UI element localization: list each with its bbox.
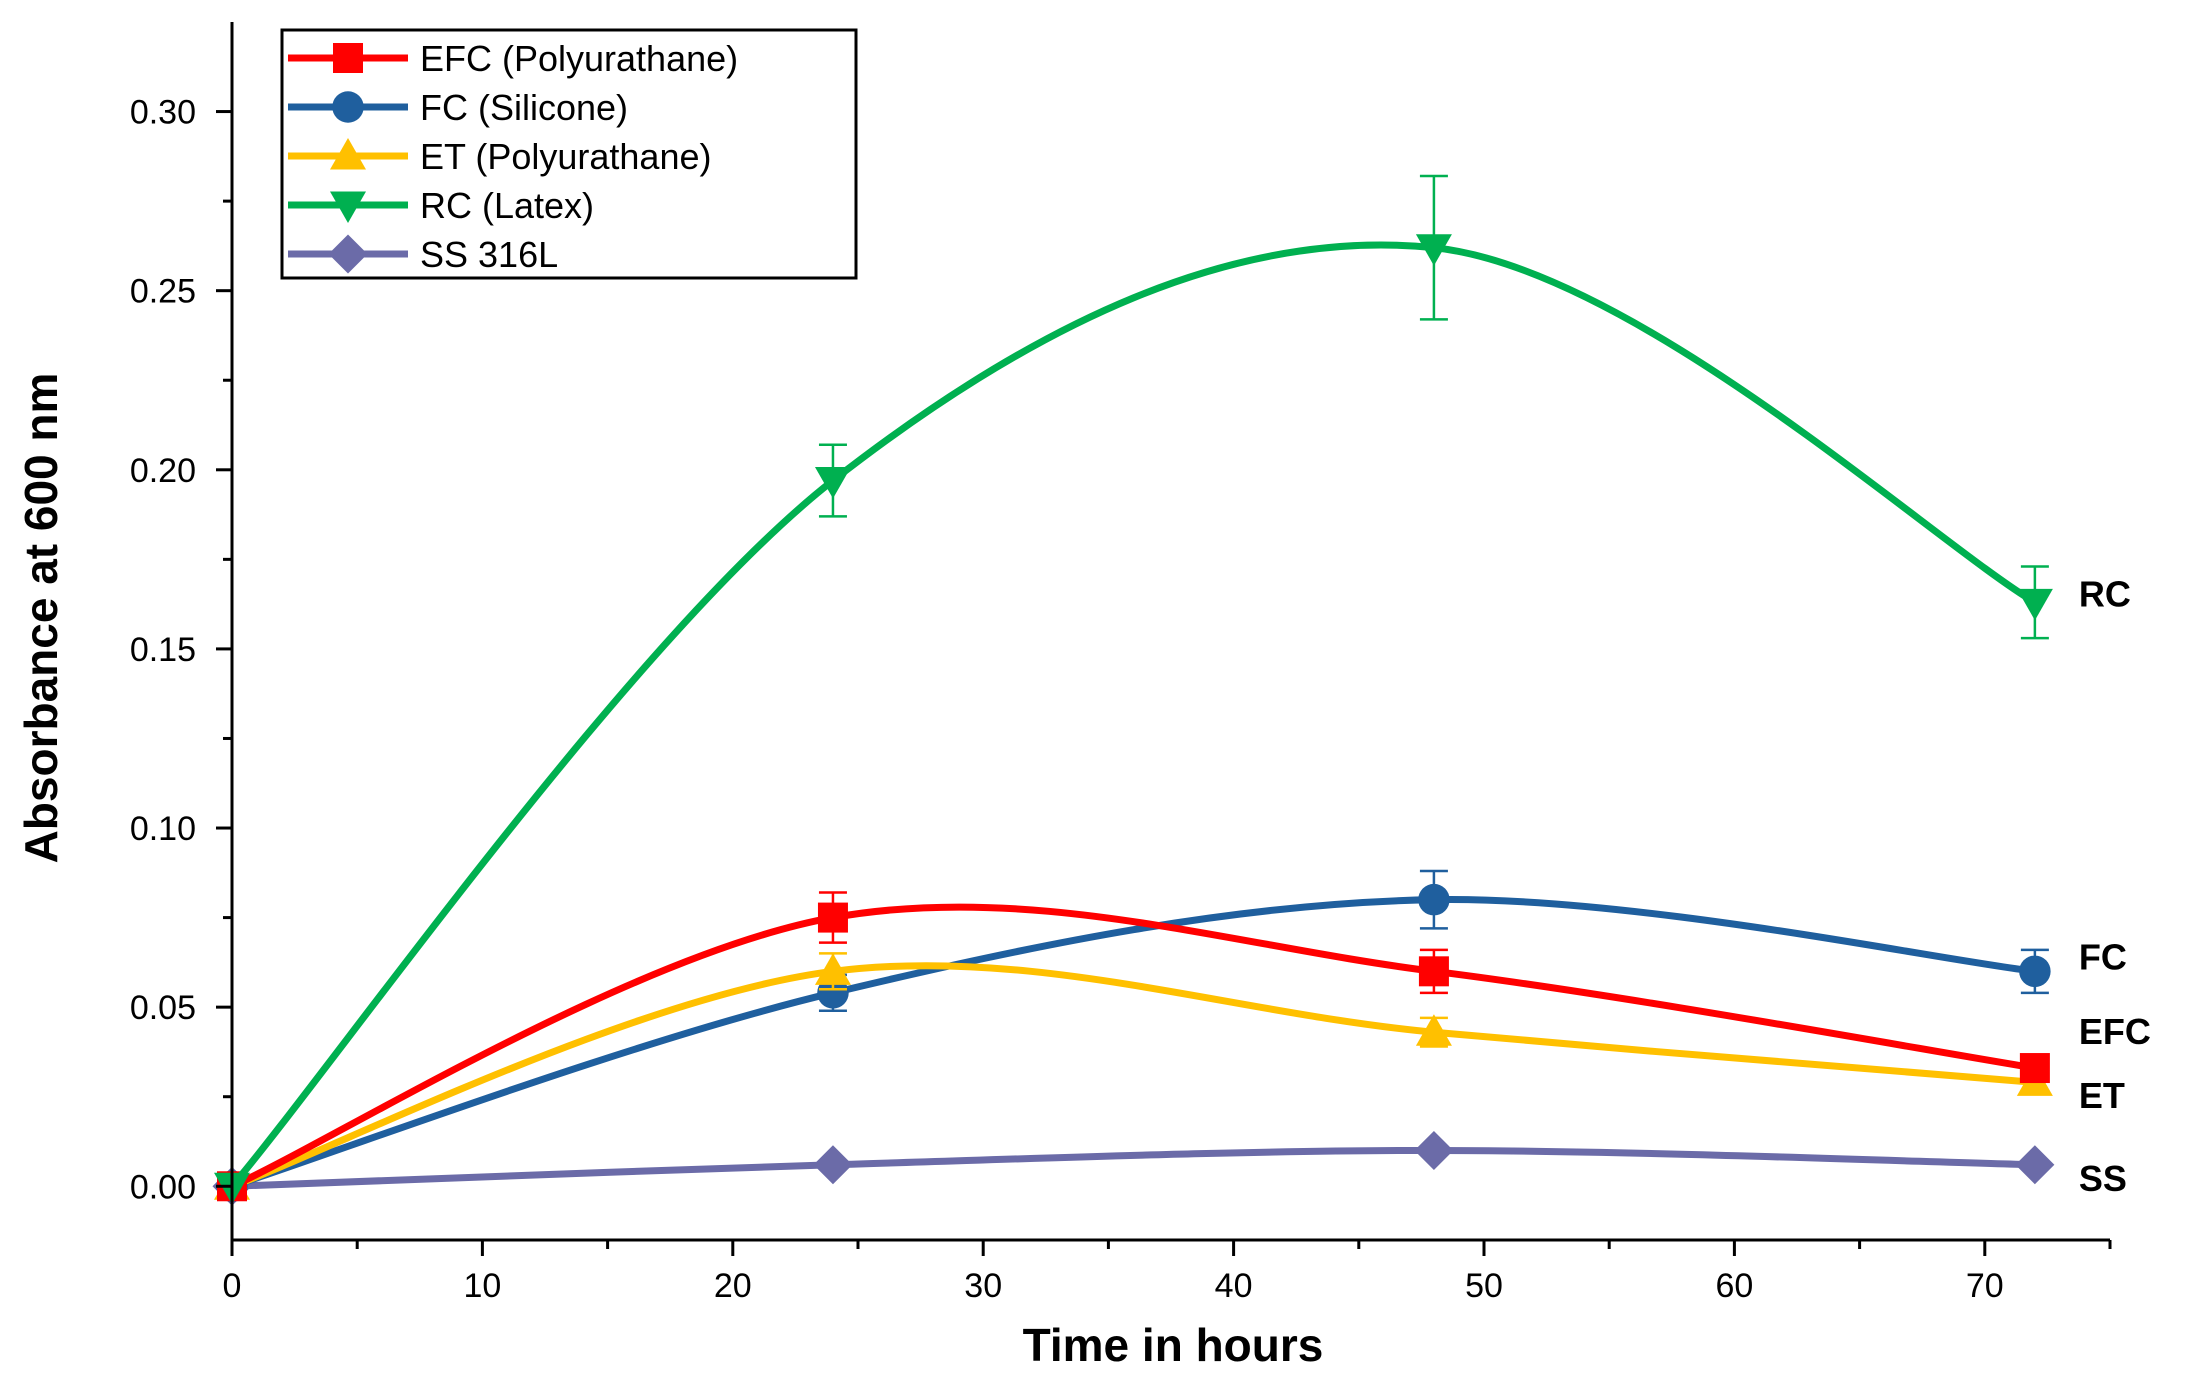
y-tick-label: 0.00 bbox=[130, 1168, 196, 1206]
legend-marker bbox=[333, 43, 363, 73]
y-tick-label: 0.05 bbox=[130, 989, 196, 1027]
legend-marker bbox=[330, 138, 366, 170]
y-axis-title: Absorbance at 600 nm bbox=[15, 373, 67, 864]
legend-marker bbox=[328, 234, 368, 274]
x-axis-title: Time in hours bbox=[1023, 1319, 1324, 1371]
data-point bbox=[2016, 588, 2053, 621]
legend-item: RC (Latex) bbox=[288, 185, 594, 226]
series-rc bbox=[214, 174, 2053, 1205]
legend-item: SS 316L bbox=[288, 234, 558, 275]
end-label-ss: SS bbox=[2079, 1158, 2127, 1199]
series-layer: EFC FC ET RC SS bbox=[212, 174, 2151, 1206]
end-label-fc: FC bbox=[2079, 936, 2127, 977]
x-tick-label: 10 bbox=[463, 1267, 501, 1305]
end-label-et: ET bbox=[2079, 1075, 2125, 1116]
x-tick-label: 0 bbox=[223, 1267, 242, 1305]
data-point bbox=[817, 902, 848, 933]
data-point bbox=[2019, 1053, 2050, 1084]
x-tick-label: 70 bbox=[1966, 1267, 2004, 1305]
end-label-efc: EFC bbox=[2079, 1011, 2151, 1052]
data-point bbox=[813, 1145, 853, 1185]
y-tick-label: 0.30 bbox=[130, 94, 196, 132]
series-et bbox=[214, 952, 2053, 1200]
series-line bbox=[228, 241, 2039, 1190]
y-tick-label: 0.20 bbox=[130, 452, 196, 490]
legend-marker bbox=[332, 91, 364, 123]
legend-label: SS 316L bbox=[420, 234, 558, 275]
x-tick-label: 40 bbox=[1215, 1267, 1253, 1305]
series-line bbox=[228, 896, 2039, 1190]
data-point bbox=[1418, 956, 1449, 987]
legend-label: ET (Polyurathane) bbox=[420, 136, 711, 177]
data-point bbox=[1415, 1014, 1452, 1046]
axes: 0 10 20 30 40 50 60 70 0.00 0.05 0.10 0.15 0.20 0.25 0… bbox=[130, 22, 2112, 1305]
legend-label: FC (Silicone) bbox=[420, 87, 628, 128]
y-tick-label: 0.25 bbox=[130, 273, 196, 311]
x-tick-label: 20 bbox=[714, 1267, 752, 1305]
legend-item: ET (Polyurathane) bbox=[288, 136, 711, 177]
legend-marker bbox=[330, 191, 366, 223]
x-tick-label: 50 bbox=[1465, 1267, 1503, 1305]
legend: EFC (Polyurathane) FC (Silicone) ET (Polyu… bbox=[280, 28, 858, 280]
y-tick-label: 0.10 bbox=[130, 810, 196, 848]
data-point bbox=[814, 953, 851, 985]
series-line bbox=[228, 903, 2039, 1190]
x-tick-label: 60 bbox=[1715, 1267, 1753, 1305]
data-point bbox=[817, 977, 849, 1009]
legend-item: EFC (Polyurathane) bbox=[288, 38, 738, 79]
series-line bbox=[228, 1146, 2039, 1190]
legend-label: RC (Latex) bbox=[420, 185, 594, 226]
data-point bbox=[814, 467, 851, 499]
series-line bbox=[228, 962, 2039, 1190]
data-point bbox=[1414, 1130, 1454, 1170]
series-ss bbox=[212, 1130, 2055, 1206]
legend-label: EFC (Polyurathane) bbox=[420, 38, 738, 79]
end-label-rc: RC bbox=[2079, 573, 2131, 614]
data-point bbox=[2019, 955, 2051, 988]
data-point bbox=[2015, 1145, 2055, 1185]
data-point bbox=[1415, 234, 1452, 266]
x-tick-label: 30 bbox=[964, 1267, 1002, 1305]
legend-item: FC (Silicone) bbox=[288, 87, 628, 128]
data-point bbox=[1418, 883, 1450, 916]
y-tick-label: 0.15 bbox=[130, 631, 196, 669]
